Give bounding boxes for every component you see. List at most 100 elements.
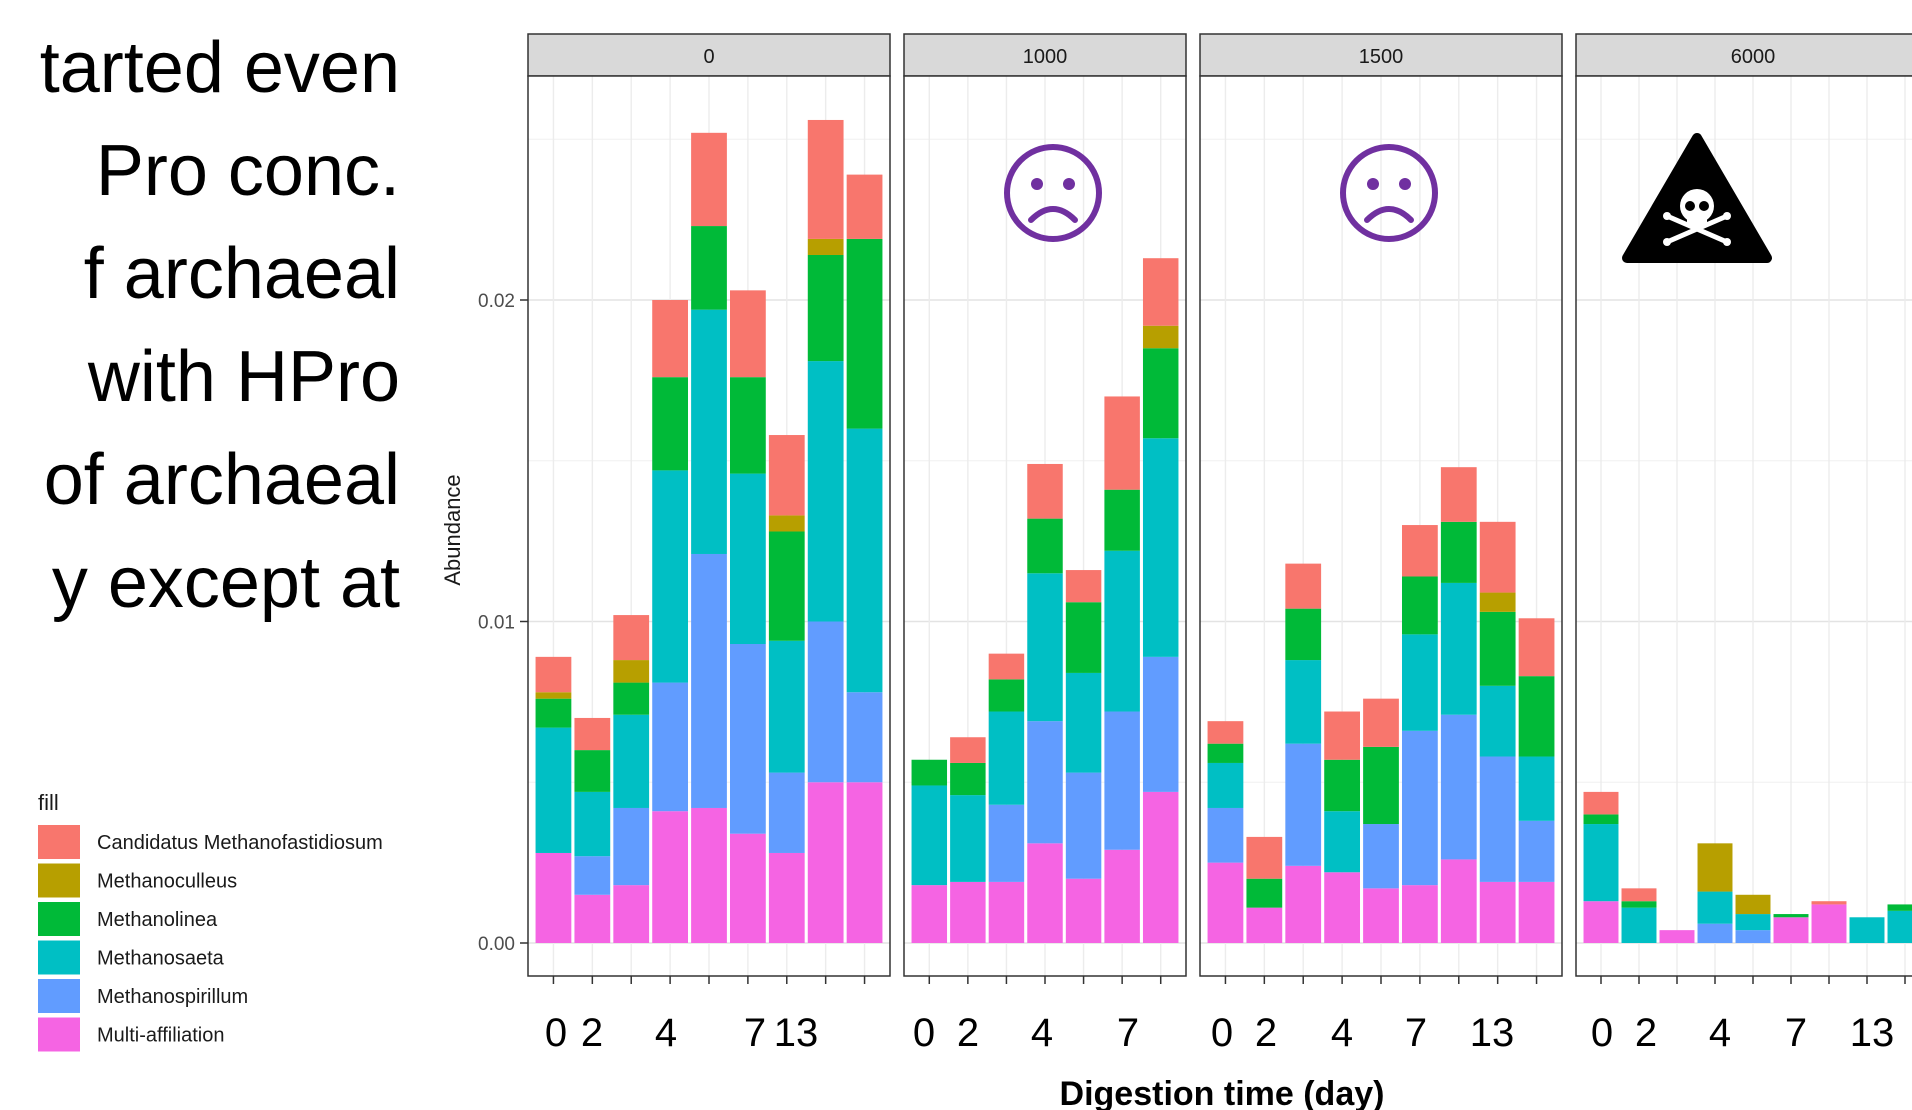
bar-segment	[613, 714, 650, 808]
bar-segment	[1518, 676, 1555, 757]
facet-label: 6000	[1731, 46, 1776, 68]
bar-segment	[1518, 881, 1555, 943]
bar-segment	[1142, 791, 1179, 943]
bar-segment	[1440, 521, 1477, 583]
bar-segment	[1735, 914, 1771, 931]
legend-label: Methanosaeta	[97, 948, 225, 970]
legend-swatch	[38, 940, 80, 975]
bar-segment	[1207, 762, 1244, 808]
bar-segment	[1583, 901, 1619, 943]
bar-segment	[846, 428, 883, 693]
facet-strip	[527, 33, 891, 77]
bar-segment	[1246, 878, 1283, 908]
bar-segment	[1065, 772, 1102, 879]
bar-segment	[1518, 618, 1555, 677]
panel-border	[1575, 75, 1912, 977]
slide-line: Pro conc.	[95, 131, 400, 211]
bar-segment	[807, 782, 844, 943]
bar-segment	[613, 615, 650, 661]
panel-border	[903, 75, 1187, 977]
bar-segment	[1479, 756, 1516, 882]
legend-label: Multi-affiliation	[97, 1025, 224, 1047]
bar-segment	[1479, 611, 1516, 686]
bar-segment	[1402, 634, 1438, 731]
bar-segment	[1440, 859, 1477, 943]
legend-swatch	[38, 979, 80, 1013]
bar-segment	[691, 309, 727, 554]
facet-strip	[1575, 33, 1912, 77]
facet-strip	[903, 33, 1187, 77]
bar-segment	[1583, 791, 1619, 815]
bar-segment	[988, 653, 1025, 680]
x-tick-label: 7	[744, 1011, 766, 1055]
x-tick-label: 7	[1117, 1011, 1139, 1055]
x-tick-label: 2	[1255, 1011, 1277, 1055]
y-tick-label: 0.01	[478, 613, 515, 634]
bar-segment	[691, 553, 727, 808]
bar-segment	[1142, 325, 1179, 349]
slide-line: f archaeal	[83, 234, 400, 314]
legend-label: Candidatus Methanofastidiosum	[97, 832, 383, 854]
bar-segment	[1402, 730, 1438, 886]
legend-item: Methanosaeta	[38, 940, 225, 975]
bar-segment	[574, 856, 611, 895]
bar-segment	[1104, 396, 1140, 490]
x-tick-label: 4	[1331, 1011, 1353, 1055]
bar-segment	[1479, 881, 1516, 943]
bar-segment	[1285, 563, 1322, 609]
legend-swatch	[38, 902, 80, 936]
bar-segment	[1065, 602, 1102, 673]
bar-segment	[1324, 872, 1360, 943]
bar-segment	[1027, 463, 1063, 519]
bar-segment	[730, 644, 766, 834]
bar-segment	[911, 885, 948, 943]
bar-segment	[613, 807, 650, 886]
bar-segment	[1065, 570, 1102, 603]
bar-segment	[1479, 521, 1516, 593]
x-axis-title: Digestion time (day)	[1060, 1075, 1385, 1110]
bar-segment	[1324, 811, 1360, 873]
bar-segment	[807, 238, 844, 255]
bar-segment	[988, 679, 1025, 712]
bar-segment	[807, 361, 844, 622]
bar-segment	[1479, 685, 1516, 757]
panel-border	[1199, 75, 1563, 977]
legend-label: Methanolinea	[97, 909, 218, 931]
x-tick-label: 13	[774, 1011, 819, 1055]
bar-segment	[950, 737, 986, 763]
bar-segment	[652, 377, 688, 471]
bar-segment	[1440, 467, 1477, 522]
bar-segment	[807, 621, 844, 783]
bar-segment	[846, 782, 883, 943]
bar-segment	[768, 640, 805, 773]
bar-segment	[988, 711, 1025, 805]
bar-segment	[768, 531, 805, 641]
facet-panel: 6000 0 2 4 7 13	[1575, 33, 1912, 1055]
bar-segment	[652, 811, 688, 943]
bar-segment	[1207, 807, 1244, 863]
bar-segment	[1142, 656, 1179, 792]
bar-segment	[768, 772, 805, 853]
bar-segment	[1811, 901, 1847, 905]
bar-segment	[1104, 489, 1140, 551]
bar-segment	[1285, 608, 1322, 661]
legend-item: Methanolinea	[38, 902, 218, 936]
bar-segment	[911, 759, 948, 786]
bar-segment	[768, 435, 805, 516]
sad-face-icon	[1340, 144, 1438, 242]
bar-segment	[1324, 711, 1360, 760]
bar-segment	[1142, 258, 1179, 326]
bar-segment	[1735, 894, 1771, 915]
bar-segment	[1621, 907, 1657, 943]
x-tick-label: 7	[1785, 1011, 1807, 1055]
facet-panel: 1500 0 2 4 7 13	[1199, 33, 1563, 1055]
bar-segment	[950, 795, 986, 882]
bar-segment	[613, 660, 650, 683]
bar-segment	[1246, 836, 1283, 879]
bar-segment	[535, 656, 572, 693]
bar-segment	[1849, 917, 1885, 943]
x-tick-label: 0	[1211, 1011, 1233, 1055]
bar-segment	[1065, 878, 1102, 943]
